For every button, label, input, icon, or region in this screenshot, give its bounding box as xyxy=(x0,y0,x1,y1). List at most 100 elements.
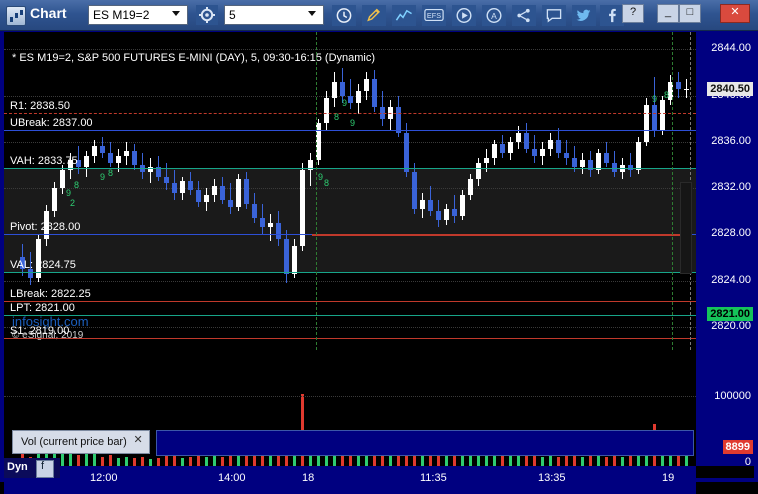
function-icon[interactable] xyxy=(36,460,54,478)
volume-bar xyxy=(349,450,352,466)
time-axis[interactable]: 12:00 14:00 18 11:35 13:35 19 xyxy=(4,466,696,494)
candle-body xyxy=(404,132,409,172)
candle-body xyxy=(292,245,297,274)
volume-bar xyxy=(133,458,136,466)
candle-body xyxy=(124,151,129,156)
interval-dropdown-chevron-down-icon[interactable] xyxy=(308,11,316,16)
level-line xyxy=(4,112,696,114)
candle-body xyxy=(324,97,329,124)
comment-icon[interactable] xyxy=(542,5,566,26)
volume-bar xyxy=(261,452,264,466)
price-axis[interactable]: 2844.002840.002836.002832.002828.002824.… xyxy=(696,32,754,468)
volume-bar xyxy=(141,456,144,466)
candle-body xyxy=(372,79,377,108)
volume-bar xyxy=(533,453,536,466)
bar-annotation: 2 xyxy=(70,198,76,208)
candle-body xyxy=(276,222,281,239)
volume-bar xyxy=(69,453,72,466)
share-icon[interactable] xyxy=(512,5,536,26)
time-tick-label: 18 xyxy=(302,472,315,484)
watermark: infosight.com xyxy=(12,314,89,329)
candle-body xyxy=(556,139,561,154)
volume-bar xyxy=(373,447,376,466)
candle-body xyxy=(236,178,241,207)
symbol-input[interactable]: ES M19=2 xyxy=(88,5,188,25)
volume-bar xyxy=(341,449,344,466)
candle-body xyxy=(356,90,361,103)
volume-bar xyxy=(85,452,88,466)
time-tick-label: 11:35 xyxy=(420,472,447,484)
candle-body xyxy=(396,107,401,133)
gridline xyxy=(4,188,696,190)
volume-bar xyxy=(429,453,432,466)
symbol-dropdown-chevron-down-icon[interactable] xyxy=(172,11,180,16)
level-line xyxy=(4,300,696,302)
candle-body xyxy=(436,211,441,221)
candle-body xyxy=(364,79,369,91)
candle-body xyxy=(572,158,577,168)
chart-container: * ES M19=2, S&P 500 FUTURES E-MINI (DAY)… xyxy=(4,32,754,494)
time-tick-label: 14:00 xyxy=(218,472,246,484)
candle-body xyxy=(660,100,665,131)
line-chart-icon[interactable] xyxy=(392,5,416,26)
candle-body xyxy=(44,211,49,239)
candle-body xyxy=(28,269,33,279)
minimize-button[interactable]: _ xyxy=(657,4,679,23)
volume-bar xyxy=(501,455,504,466)
level-label: Pivot: 2828.00 xyxy=(10,221,81,234)
twitter-icon[interactable] xyxy=(572,5,596,26)
volume-study-button[interactable]: Vol (current price bar) ✕ xyxy=(12,430,150,454)
price-tick-label: 2832.00 xyxy=(711,181,751,194)
help-button[interactable]: ? xyxy=(622,4,644,23)
candle-body xyxy=(180,181,185,193)
level-label: S1: 2819.00 xyxy=(10,325,70,338)
close-icon[interactable]: ✕ xyxy=(133,434,143,446)
horizontal-scrollbar[interactable] xyxy=(156,430,694,456)
pencil-icon[interactable] xyxy=(362,5,386,26)
candle-body xyxy=(308,160,313,170)
alert-icon[interactable]: A xyxy=(482,5,506,26)
level-line xyxy=(4,130,696,132)
time-tick-label: 13:35 xyxy=(538,472,566,484)
volume-bar xyxy=(181,458,184,466)
candle-body xyxy=(204,195,209,202)
interval-input[interactable]: 5 xyxy=(224,5,324,25)
volume-bar xyxy=(365,449,368,466)
candle-body xyxy=(36,238,41,279)
close-button[interactable]: ✕ xyxy=(720,4,750,23)
volume-bar xyxy=(173,454,176,466)
copyright-text: © eSignal, 2019 xyxy=(12,330,84,341)
candle-body xyxy=(492,144,497,159)
candle-body xyxy=(628,164,633,170)
candle-body xyxy=(684,88,689,90)
candle-body xyxy=(132,151,137,165)
window-title: Chart xyxy=(30,5,67,21)
volume-bar xyxy=(477,449,480,466)
play-icon[interactable] xyxy=(452,5,476,26)
current-bar-highlight xyxy=(680,182,692,274)
level-label: LPT: 2821.00 xyxy=(10,302,75,315)
chart-header-text: * ES M19=2, S&P 500 FUTURES E-MINI (DAY)… xyxy=(12,52,376,64)
candle-body xyxy=(316,123,321,161)
price-plot[interactable]: * ES M19=2, S&P 500 FUTURES E-MINI (DAY)… xyxy=(4,32,696,350)
volume-bar xyxy=(397,449,400,466)
volume-bar xyxy=(557,456,560,466)
volume-bar xyxy=(517,452,520,466)
volume-bar xyxy=(629,455,632,466)
volume-bar xyxy=(117,458,120,466)
formula-icon[interactable]: EFS xyxy=(422,5,446,26)
volume-bar xyxy=(93,450,96,466)
candle-body xyxy=(228,199,233,207)
candle-body xyxy=(636,141,641,170)
candle-body xyxy=(468,178,473,196)
facebook-icon[interactable] xyxy=(600,5,624,26)
candle-body xyxy=(452,208,457,216)
gear-icon[interactable] xyxy=(196,5,218,25)
candle-body xyxy=(164,176,169,184)
candle-body xyxy=(532,148,537,156)
candle-body xyxy=(668,81,673,101)
candle-wick xyxy=(350,79,351,110)
time-icon[interactable] xyxy=(332,5,356,26)
maximize-button[interactable]: □ xyxy=(679,4,701,23)
candle-body xyxy=(284,238,289,274)
